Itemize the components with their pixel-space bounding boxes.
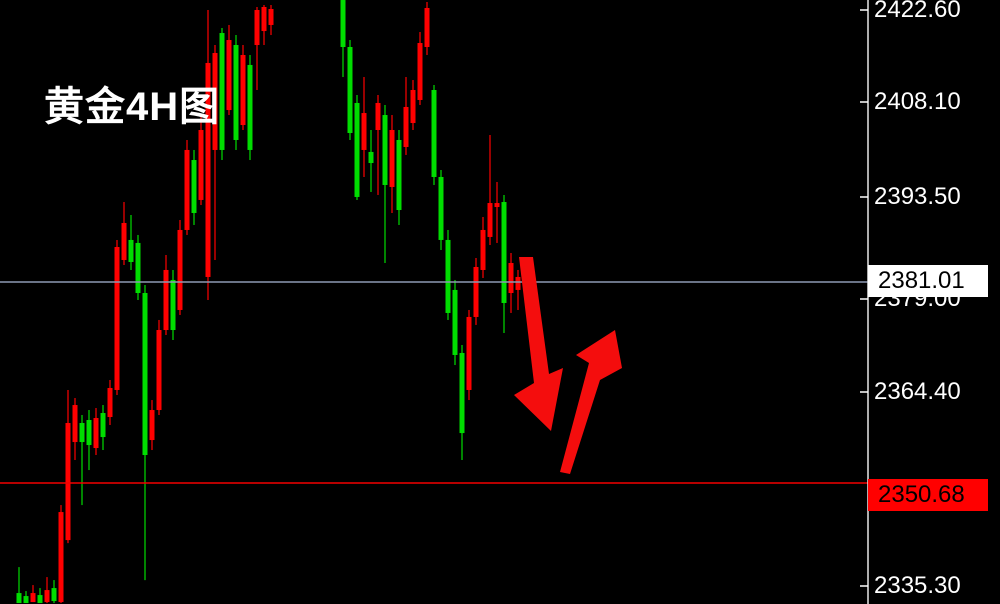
candle-up xyxy=(261,7,267,32)
candle-down xyxy=(354,102,360,197)
candle-up xyxy=(30,593,36,603)
candle-up xyxy=(417,43,423,100)
candle-up xyxy=(508,262,514,294)
candle-down xyxy=(368,151,374,164)
candle-up xyxy=(184,149,190,230)
candle-up xyxy=(177,229,183,310)
price-label: 2393.50 xyxy=(874,183,961,210)
candle-down xyxy=(191,160,197,214)
candle-up xyxy=(149,410,155,441)
candle-up xyxy=(198,130,204,200)
alert-price-tag: 2350.68 xyxy=(868,479,988,511)
candle-up xyxy=(473,266,479,317)
up-arrow[interactable] xyxy=(560,330,622,474)
candle-up xyxy=(254,9,260,46)
candle-up xyxy=(212,52,218,150)
candle-down xyxy=(135,242,141,294)
candle-down xyxy=(16,593,22,604)
candle-down xyxy=(396,139,402,211)
candle-up xyxy=(226,40,232,111)
candle-up xyxy=(163,269,169,331)
candle-up xyxy=(403,106,409,147)
down-arrow[interactable] xyxy=(514,257,563,431)
candle-up xyxy=(205,62,211,277)
price-axis[interactable] xyxy=(860,0,869,604)
candle-down xyxy=(86,420,92,446)
candle-down xyxy=(142,293,148,456)
candle-down xyxy=(128,239,134,262)
candle-up xyxy=(480,229,486,270)
candle-up xyxy=(121,222,127,260)
candle-down xyxy=(233,45,239,140)
candle-down xyxy=(459,352,465,434)
candle-up xyxy=(375,102,381,131)
candle-down xyxy=(247,64,253,150)
arrow-annotations xyxy=(514,257,622,474)
candle-down xyxy=(79,423,85,443)
candle-up xyxy=(58,512,64,603)
candle-down xyxy=(37,595,43,604)
candle-down xyxy=(219,33,225,150)
price-label: 2335.30 xyxy=(874,572,961,599)
candle-up xyxy=(410,90,416,124)
candle-up xyxy=(93,418,99,449)
candle-up xyxy=(424,7,430,48)
candle-down xyxy=(100,413,106,438)
candle-up xyxy=(487,203,493,237)
price-label: 2364.40 xyxy=(874,378,961,405)
candle-down xyxy=(51,588,57,602)
candle-up xyxy=(466,316,472,390)
candle-up xyxy=(44,590,50,603)
candle-down xyxy=(431,90,437,177)
candle-up xyxy=(65,423,71,541)
candle-up xyxy=(268,8,274,25)
candle-down xyxy=(452,289,458,355)
candle-up xyxy=(361,113,367,150)
current-price-tag: 2381.01 xyxy=(868,265,988,297)
candle-up xyxy=(156,330,162,411)
candle-down xyxy=(23,596,29,604)
price-label: 2422.60 xyxy=(874,0,961,23)
hlines-layer xyxy=(0,281,868,484)
candle-down xyxy=(170,279,176,331)
candle-up xyxy=(114,247,120,390)
price-label: 2408.10 xyxy=(874,88,961,115)
candle-up xyxy=(389,130,395,187)
candle-up xyxy=(515,276,521,290)
candle-down xyxy=(340,0,346,48)
candle-down xyxy=(445,239,451,313)
candle-up xyxy=(240,54,246,126)
page-title: 黄金4H图 xyxy=(44,85,221,129)
candle-up xyxy=(72,405,78,443)
candles-layer xyxy=(16,0,521,604)
candle-down xyxy=(347,47,353,133)
candle-up xyxy=(494,203,500,208)
candle-down xyxy=(382,115,388,185)
candle-down xyxy=(501,202,507,303)
candle-up xyxy=(107,387,113,418)
candle-down xyxy=(438,176,444,240)
